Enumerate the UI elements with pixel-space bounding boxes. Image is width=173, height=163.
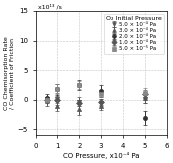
Y-axis label: CO Chemisorption Rate
/ Coefficient of Friction: CO Chemisorption Rate / Coefficient of F… [4, 36, 15, 110]
Text: x10¹³ /s: x10¹³ /s [38, 4, 62, 10]
X-axis label: CO Pressure, x10⁻⁴ Pa: CO Pressure, x10⁻⁴ Pa [63, 152, 139, 159]
Legend: 5.0 × 10⁻⁴ Pa, 3.0 × 10⁻⁴ Pa, 2.0 × 10⁻⁴ Pa, 1.0 × 10⁻⁴ Pa, 5.0 × 10⁻⁵ Pa: 5.0 × 10⁻⁴ Pa, 3.0 × 10⁻⁴ Pa, 2.0 × 10⁻⁴… [104, 14, 164, 54]
